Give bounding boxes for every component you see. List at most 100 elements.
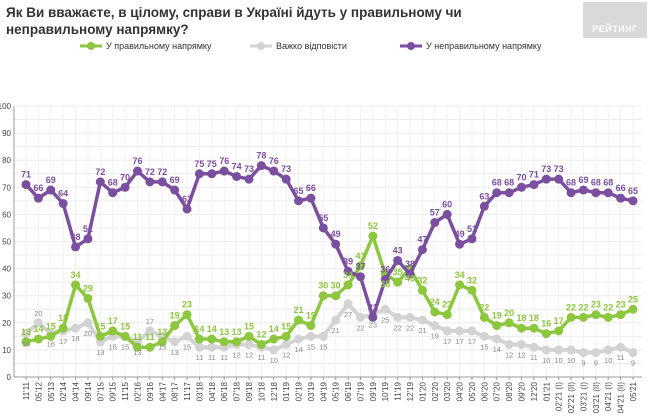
data-point bbox=[256, 161, 266, 171]
data-point bbox=[504, 188, 514, 198]
data-label: 13 bbox=[219, 327, 229, 337]
data-point bbox=[294, 315, 304, 325]
x-tick-label: 05'12 bbox=[34, 381, 43, 401]
data-label: 17 bbox=[468, 337, 476, 346]
data-point bbox=[306, 321, 316, 331]
data-label: 14 bbox=[33, 324, 43, 334]
data-label: 22 bbox=[356, 323, 364, 332]
data-point bbox=[492, 321, 502, 331]
data-point bbox=[591, 310, 601, 320]
data-label: 15 bbox=[183, 342, 191, 351]
x-tick-label: 07'15 bbox=[96, 381, 105, 401]
y-tick-label: 70 bbox=[2, 183, 11, 192]
data-point bbox=[355, 312, 365, 322]
data-label: 12 bbox=[232, 350, 240, 359]
data-point bbox=[417, 245, 427, 255]
data-point bbox=[628, 196, 638, 206]
data-label: 35 bbox=[393, 267, 403, 277]
data-label: 12 bbox=[282, 350, 290, 359]
y-tick-label: 90 bbox=[2, 129, 11, 138]
x-tick-label: 03'21 (II) bbox=[592, 382, 601, 414]
data-label: 34 bbox=[455, 270, 465, 280]
data-point bbox=[46, 331, 56, 341]
data-point bbox=[616, 342, 626, 352]
rating-logo: РЕЙТИНГ bbox=[583, 2, 647, 38]
data-point bbox=[244, 174, 254, 184]
data-label: 11 bbox=[208, 353, 216, 362]
data-point bbox=[58, 323, 68, 333]
data-point bbox=[95, 177, 105, 187]
data-point bbox=[541, 329, 551, 339]
data-label: 72 bbox=[145, 167, 155, 177]
data-point bbox=[157, 337, 167, 347]
x-tick-label: 01'21 bbox=[542, 381, 551, 401]
data-label: 32 bbox=[417, 275, 427, 285]
data-label: 18 bbox=[517, 313, 527, 323]
data-label: 18 bbox=[71, 334, 79, 343]
x-tick-label: 05'20 bbox=[468, 381, 477, 401]
data-label: 15 bbox=[319, 342, 327, 351]
data-label: 15 bbox=[158, 342, 166, 351]
data-label: 13 bbox=[157, 327, 167, 337]
legend-marker bbox=[257, 42, 265, 50]
data-point bbox=[244, 331, 254, 341]
data-label: 70 bbox=[517, 172, 527, 182]
x-tick-label: 04'20 bbox=[456, 381, 465, 401]
data-point bbox=[355, 272, 365, 282]
data-label: 69 bbox=[170, 175, 180, 185]
data-label: 37 bbox=[355, 262, 365, 272]
data-label: 22 bbox=[603, 302, 613, 312]
data-label: 69 bbox=[46, 175, 56, 185]
data-label: 17 bbox=[146, 317, 154, 326]
data-label: 12 bbox=[256, 329, 266, 339]
data-label: 22 bbox=[368, 302, 378, 312]
data-point bbox=[132, 166, 142, 176]
data-point bbox=[591, 348, 601, 358]
data-label: 38 bbox=[380, 279, 390, 289]
data-point bbox=[83, 234, 93, 244]
data-label: 23 bbox=[442, 300, 452, 310]
data-point bbox=[355, 261, 365, 271]
x-tick-label: 05'19 bbox=[332, 381, 341, 401]
x-tick-label: 05'21 bbox=[629, 381, 638, 401]
data-point bbox=[46, 185, 56, 195]
x-tick-label: 06'18 bbox=[220, 381, 229, 401]
data-point bbox=[467, 326, 477, 336]
data-point bbox=[554, 326, 564, 336]
data-point bbox=[566, 188, 576, 198]
data-label: 23 bbox=[182, 300, 192, 310]
data-label: 21 bbox=[294, 305, 304, 315]
x-tick-label: 02'14 bbox=[59, 381, 68, 401]
x-tick-label: 04'14 bbox=[72, 381, 81, 401]
data-label: 49 bbox=[331, 229, 341, 239]
data-point bbox=[33, 334, 43, 344]
data-label: 15 bbox=[120, 321, 130, 331]
x-tick-label: 12'20 bbox=[530, 381, 539, 401]
data-label: 12 bbox=[245, 350, 253, 359]
data-point bbox=[417, 315, 427, 325]
data-point bbox=[145, 342, 155, 352]
data-point bbox=[318, 223, 328, 233]
data-point bbox=[616, 310, 626, 320]
chart-question-title: Як Ви вважаєте, в цілому, справи в Украї… bbox=[6, 5, 462, 37]
x-tick-label: 04'19 bbox=[319, 381, 328, 401]
data-label: 51 bbox=[83, 224, 93, 234]
data-point bbox=[108, 326, 118, 336]
data-label: 9 bbox=[631, 359, 635, 368]
data-label: 15 bbox=[480, 342, 488, 351]
x-tick-label: 11'11 bbox=[22, 381, 31, 400]
data-label: 40 bbox=[405, 274, 415, 284]
data-point bbox=[554, 174, 564, 184]
data-point bbox=[21, 180, 31, 190]
data-point bbox=[33, 318, 43, 328]
x-tick-label: 12'18 bbox=[270, 381, 279, 401]
data-label: 70 bbox=[120, 172, 130, 182]
x-tick-label: 04'21 (II) bbox=[617, 382, 626, 414]
x-tick-label: 11'15 bbox=[121, 381, 130, 400]
data-label: 27 bbox=[344, 310, 352, 319]
data-label: 68 bbox=[591, 178, 601, 188]
data-label: 11 bbox=[617, 353, 625, 362]
data-point bbox=[71, 242, 81, 252]
data-point bbox=[603, 312, 613, 322]
